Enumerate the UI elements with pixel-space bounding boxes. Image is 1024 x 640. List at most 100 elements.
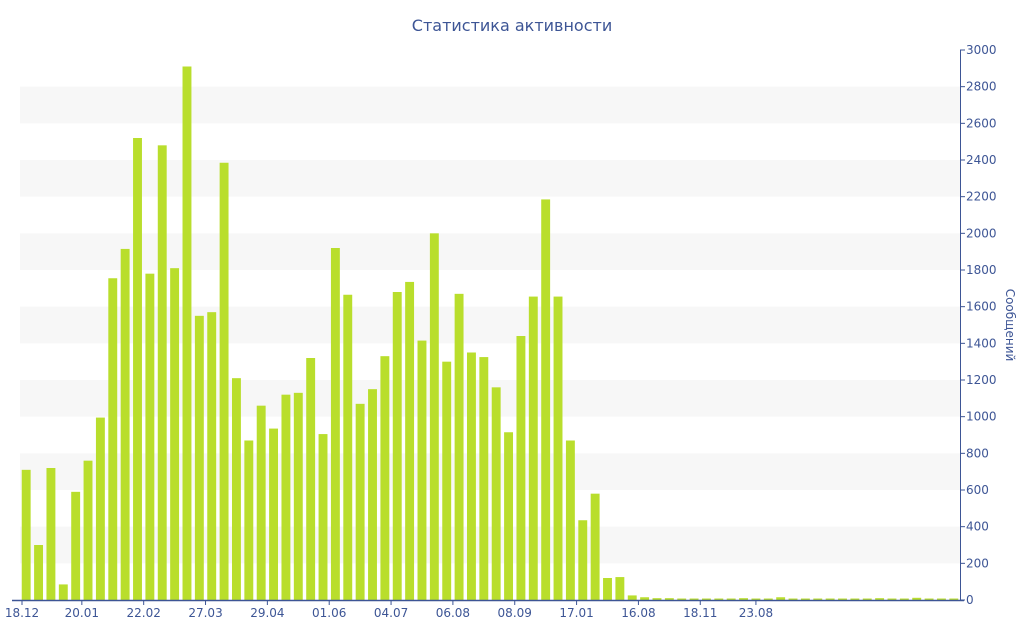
bar <box>936 598 946 600</box>
bar <box>46 468 56 600</box>
bar <box>281 394 291 600</box>
bar <box>924 598 934 600</box>
x-tick-label: 20.01 <box>65 606 99 620</box>
grid-band <box>20 233 960 270</box>
bar <box>83 460 93 600</box>
bar <box>516 336 526 600</box>
bar <box>21 469 31 600</box>
x-tick-label: 08.09 <box>498 606 532 620</box>
bar <box>355 403 365 600</box>
bar <box>429 233 439 600</box>
bar <box>133 138 142 600</box>
y-tick-label: 1400 <box>966 336 997 350</box>
y-tick-label: 0 <box>966 593 974 607</box>
bar <box>541 199 551 601</box>
bar <box>714 598 724 600</box>
bar <box>664 598 674 600</box>
bar <box>231 378 241 600</box>
bar <box>392 292 402 600</box>
x-tick-label: 04.07 <box>374 606 408 620</box>
bar <box>466 352 476 600</box>
grid-band <box>20 160 960 197</box>
x-tick-label: 29.04 <box>250 606 284 620</box>
bar <box>145 273 155 600</box>
bar <box>912 597 922 600</box>
y-tick-label: 2400 <box>966 153 997 167</box>
chart-title: Статистика активности <box>412 16 612 35</box>
bar <box>726 598 736 600</box>
bar <box>491 387 501 600</box>
bar <box>71 491 81 600</box>
y-tick-label: 1200 <box>966 373 997 387</box>
bar <box>875 598 885 600</box>
bar <box>553 296 563 600</box>
bar <box>442 361 452 600</box>
bar <box>207 312 217 600</box>
y-tick-label: 3000 <box>966 43 997 57</box>
bar <box>479 357 489 600</box>
y-tick-label: 800 <box>966 446 989 460</box>
y-tick-label: 400 <box>966 520 989 534</box>
y-tick-label: 1000 <box>966 410 997 424</box>
bar <box>590 493 600 600</box>
bar <box>120 248 130 601</box>
bar <box>330 248 340 600</box>
bar <box>269 428 279 600</box>
x-tick-label: 16.08 <box>621 606 655 620</box>
bar <box>306 358 316 600</box>
bar <box>454 293 464 600</box>
bar <box>565 440 575 600</box>
bar <box>182 66 192 600</box>
bar <box>825 598 835 600</box>
bar <box>528 296 538 600</box>
bar <box>776 597 786 600</box>
bar <box>800 598 810 600</box>
y-tick-label: 1600 <box>966 300 997 314</box>
y-tick-label: 2200 <box>966 190 997 204</box>
bar <box>763 598 773 600</box>
grid-band <box>20 86 960 124</box>
bar <box>95 417 105 600</box>
bar <box>293 392 303 600</box>
y-tick-label: 600 <box>966 483 989 497</box>
x-tick-label: 18.12 <box>5 606 39 620</box>
bar <box>578 520 588 600</box>
x-tick-label: 22.02 <box>127 606 161 620</box>
axes: 0 200 400 600 800 1000 1200 1400 1600 1800 2000 220… <box>5 43 997 620</box>
bar <box>751 598 761 600</box>
bar <box>58 584 68 600</box>
x-tick-label: 27.03 <box>188 606 222 620</box>
y-tick-label: 2600 <box>966 116 997 130</box>
bar <box>368 389 377 600</box>
bar <box>194 315 204 600</box>
bar <box>739 598 749 600</box>
bar <box>701 598 711 600</box>
x-tick-label: 18.11 <box>683 606 717 620</box>
bar-series <box>21 66 959 601</box>
y-tick-label: 1800 <box>966 263 997 277</box>
bar <box>652 598 662 600</box>
bar <box>380 356 390 600</box>
bar <box>603 578 612 600</box>
x-tick-label: 17.01 <box>559 606 593 620</box>
grid-bands <box>20 86 960 564</box>
bar <box>108 278 118 600</box>
bar <box>862 598 872 600</box>
bar <box>157 145 167 600</box>
bar <box>949 598 959 600</box>
bar <box>34 545 44 600</box>
y-axis-label: Сообщений <box>1003 289 1017 362</box>
bar <box>256 405 266 600</box>
y-tick-label: 2800 <box>966 80 997 94</box>
bar <box>677 598 687 600</box>
x-tick-label: 23.08 <box>739 606 773 620</box>
bar <box>405 281 415 600</box>
bar <box>899 598 909 600</box>
bar <box>627 595 637 600</box>
bar <box>850 598 860 600</box>
bar <box>219 162 229 600</box>
bar <box>417 340 427 600</box>
bar <box>887 598 897 600</box>
